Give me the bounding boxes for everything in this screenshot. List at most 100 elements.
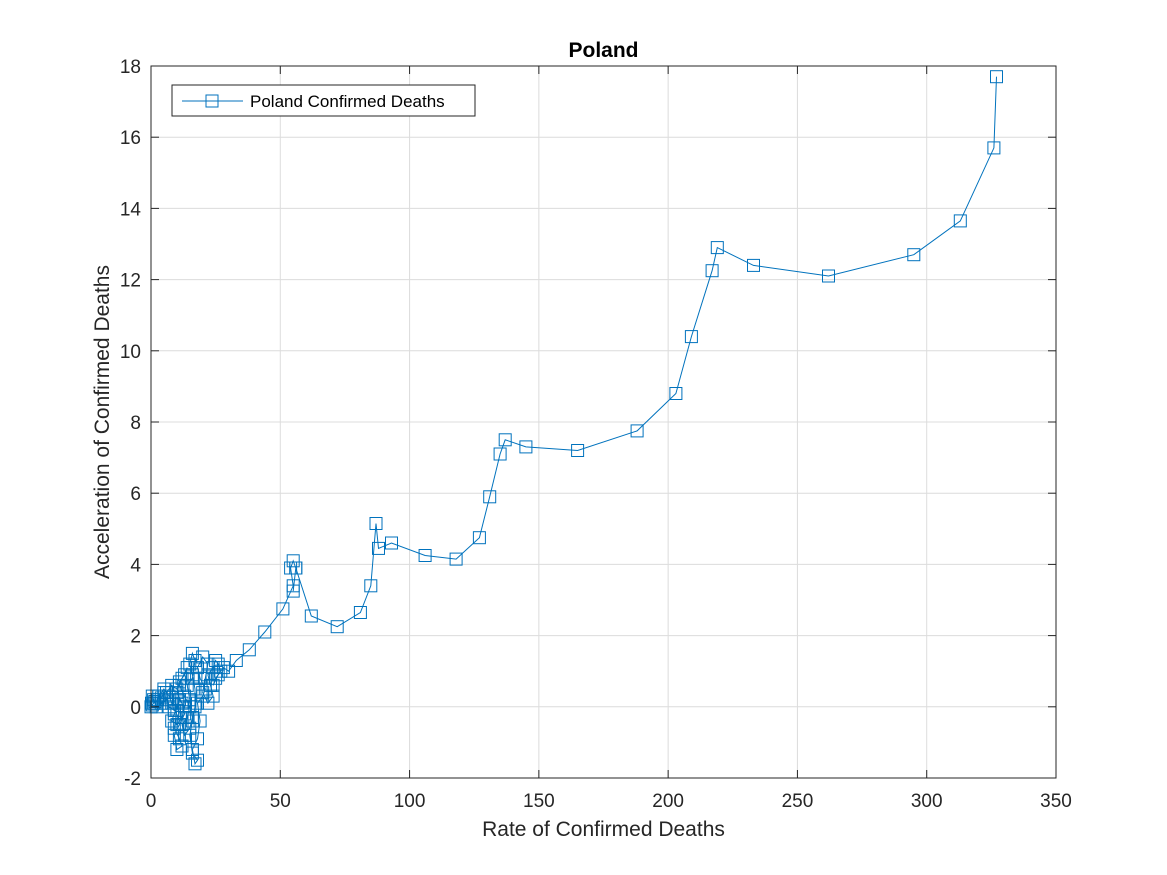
chart-title: Poland <box>568 39 638 62</box>
data-point-marker <box>216 661 230 675</box>
data-point-marker <box>214 664 228 678</box>
data-point-marker <box>160 693 173 707</box>
data-point-marker <box>493 447 507 461</box>
data-point-marker <box>193 714 207 728</box>
data-point-marker <box>483 490 497 504</box>
y-tick-label: 2 <box>130 627 141 648</box>
y-tick-label: 0 <box>130 698 141 719</box>
data-point-marker <box>198 682 212 696</box>
data-point-marker <box>953 214 967 228</box>
data-point-marker <box>149 700 163 714</box>
data-point-marker <box>198 671 212 685</box>
data-point-marker <box>165 696 179 710</box>
x-tick-label: 50 <box>270 791 291 812</box>
data-point-marker <box>206 661 220 675</box>
data-point-marker <box>286 584 300 598</box>
data-point-marker <box>165 678 179 692</box>
data-point-marker <box>630 424 644 438</box>
y-tick-label: -2 <box>124 769 141 790</box>
data-point-marker <box>710 241 724 255</box>
data-point-marker <box>449 552 463 566</box>
data-point-marker <box>472 531 486 545</box>
data-point-marker <box>990 70 1003 84</box>
data-point-marker <box>188 682 202 696</box>
y-tick-label: 6 <box>130 484 141 505</box>
x-tick-label: 200 <box>652 791 684 812</box>
series-layer <box>144 70 1003 771</box>
data-point-marker <box>183 728 197 742</box>
data-point-marker <box>222 664 236 678</box>
data-point-marker <box>167 728 181 742</box>
data-point-marker <box>206 678 220 692</box>
data-point-marker <box>154 696 168 710</box>
data-point-marker <box>188 757 202 771</box>
data-point-marker <box>353 606 367 619</box>
data-point-marker <box>167 707 181 721</box>
data-point-marker <box>258 625 272 639</box>
data-point-marker <box>167 721 181 735</box>
data-point-marker <box>180 661 194 675</box>
data-point-marker <box>286 554 300 568</box>
x-tick-label: 250 <box>782 791 814 812</box>
data-point-marker <box>519 440 533 454</box>
data-point-marker <box>571 444 585 457</box>
data-point-marker <box>175 671 189 685</box>
data-point-marker <box>160 686 173 700</box>
data-point-marker <box>201 696 215 710</box>
legend: Poland Confirmed Deaths <box>171 84 476 117</box>
data-point-marker <box>196 686 210 700</box>
data-point-marker <box>183 693 197 707</box>
data-point-marker <box>188 700 202 714</box>
data-point-marker <box>175 718 189 732</box>
data-point-marker <box>170 743 184 756</box>
data-point-marker <box>242 643 256 657</box>
data-point-marker <box>987 141 1001 155</box>
y-axis-label: Acceleration of Confirmed Deaths <box>91 265 114 579</box>
data-point-marker <box>304 609 318 623</box>
data-point-marker <box>175 696 189 710</box>
data-point-marker <box>175 739 189 753</box>
data-point-marker <box>229 654 243 667</box>
data-point-marker <box>276 602 290 616</box>
data-point-marker <box>209 654 223 667</box>
x-axis-label: Rate of Confirmed Deaths <box>482 818 725 841</box>
data-point-marker <box>185 668 199 682</box>
y-tick-label: 12 <box>120 271 141 292</box>
data-point-marker <box>206 689 220 703</box>
x-tick-label: 100 <box>394 791 426 812</box>
data-point-marker <box>152 689 166 703</box>
data-point-marker <box>185 646 199 660</box>
data-point-marker <box>165 714 179 728</box>
data-point-marker <box>191 661 204 675</box>
data-point-marker <box>669 387 683 400</box>
y-tick-label: 16 <box>120 128 141 149</box>
y-tick-label: 4 <box>130 555 141 576</box>
data-point-marker <box>191 696 204 710</box>
data-point-marker <box>172 693 186 707</box>
data-point-marker <box>191 732 204 746</box>
data-point-marker <box>172 732 186 746</box>
data-point-marker <box>209 671 223 685</box>
y-tick-label: 10 <box>120 342 141 363</box>
data-point-marker <box>498 433 512 447</box>
data-point-marker <box>188 654 202 667</box>
legend-marker-square <box>205 94 219 108</box>
data-point-marker <box>369 517 383 530</box>
legend-entry-label: Poland Confirmed Deaths <box>250 92 445 111</box>
y-tick-label: 14 <box>120 199 142 220</box>
data-point-marker <box>196 650 210 664</box>
data-point-marker <box>211 668 225 682</box>
data-point-marker <box>178 707 192 721</box>
data-point-marker <box>178 668 192 682</box>
data-point-marker <box>178 689 192 703</box>
x-tick-label: 150 <box>523 791 555 812</box>
data-point-marker <box>907 248 921 262</box>
data-point-marker <box>185 714 199 728</box>
data-point-marker <box>364 579 378 593</box>
data-point-marker <box>183 657 197 671</box>
data-point-marker <box>201 657 215 671</box>
data-point-marker <box>162 700 176 714</box>
data-point-marker <box>162 689 176 703</box>
